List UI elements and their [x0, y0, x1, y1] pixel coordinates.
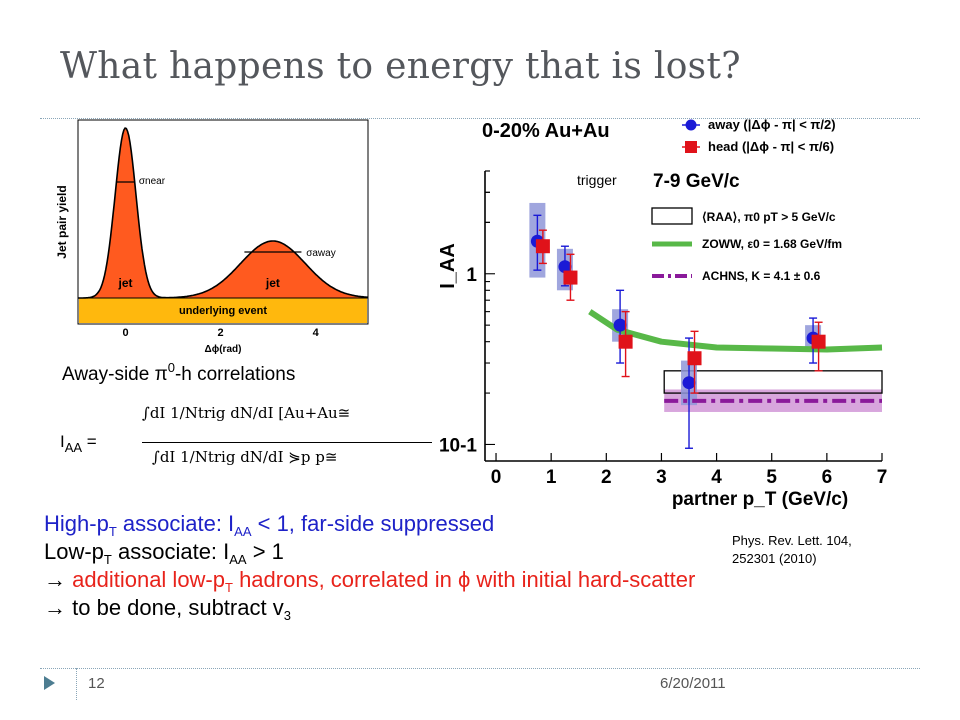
summary-line-1: High-pT associate: IAA < 1, far-side sup…	[44, 511, 495, 539]
legend-head-marker	[685, 141, 697, 153]
plot-x-tick-label: 1	[546, 467, 557, 488]
legend-raa-box	[651, 207, 693, 225]
schematic-caption: Away-side π0-h correlations	[62, 360, 296, 385]
formula-denominator: ∫dI 1/Ntrig dN/dI ⋟p p≅	[152, 448, 338, 466]
plot-x-tick-label: 5	[766, 467, 777, 488]
summary-line-2: Low-pT associate: IAA > 1	[44, 539, 284, 567]
title-divider	[40, 118, 920, 119]
away-point	[682, 376, 696, 390]
slide-date: 6/20/2011	[660, 675, 726, 692]
plot-x-axis-label: partner p_T (GeV/c)	[672, 489, 848, 510]
plot-y-axis-label: I_AA	[437, 243, 459, 289]
legend-achns-label: ACHNS, K = 4.1 ± 0.6	[702, 269, 821, 283]
plot-y-tick-label: 1	[466, 265, 477, 286]
away-jet-label: jet	[265, 276, 280, 290]
iaa-formula: IAA = ∫dI 1/Ntrig dN/dI [Au+Au≅ ∫dI 1/Nt…	[60, 404, 432, 484]
plot-x-tick-label: 2	[601, 467, 612, 488]
head-point	[563, 270, 578, 285]
head-point	[687, 351, 702, 366]
plot-x-tick-label: 7	[877, 467, 888, 488]
zoww-curve	[588, 309, 883, 353]
reference-line-1: Phys. Rev. Lett. 104,	[732, 533, 852, 548]
plot-y-tick-label: 10-1	[439, 435, 477, 456]
formula-numerator: ∫dI 1/Ntrig dN/dI [Au+Au≅	[142, 404, 351, 422]
underlying-event-band	[79, 298, 367, 323]
away-width-label: σaway	[306, 248, 336, 259]
trigger-label: trigger	[577, 172, 617, 188]
reference-line-2: 252301 (2010)	[732, 551, 817, 566]
near-jet-label: jet	[118, 276, 133, 290]
summary-line-3: → additional low-pT hadrons, correlated …	[44, 567, 696, 595]
jet-peaks-area	[78, 128, 368, 298]
schematic-x-tick-label: 4	[313, 327, 320, 339]
schematic-x-tick-label: 2	[218, 327, 224, 339]
achns-band	[664, 389, 882, 412]
schematic-x-tick-label: 0	[122, 327, 128, 339]
reference: Phys. Rev. Lett. 104, 252301 (2010)	[732, 532, 922, 568]
trigger-range: 7-9 GeV/c	[653, 171, 740, 192]
head-point	[618, 334, 633, 349]
plot-x-tick-label: 0	[491, 467, 502, 488]
legend-zoww-label: ZOWW, ε0 = 1.68 GeV/fm	[702, 237, 842, 251]
slide-number: 12	[88, 675, 105, 692]
head-point	[535, 239, 550, 254]
plot-x-tick-label: 6	[822, 467, 833, 488]
jet-yield-curve	[78, 127, 368, 299]
formula-lhs: IAA =	[60, 432, 97, 455]
plot-x-tick-label: 4	[711, 467, 722, 488]
schematic-y-axis-label: Jet pair yield	[55, 185, 69, 258]
legend-away-marker	[685, 119, 697, 131]
legend-raa-label: ⟨RAA⟩, π0 pT > 5 GeV/c	[702, 210, 836, 224]
schematic-x-axis-label: Δϕ(rad)	[205, 344, 242, 355]
jet-pair-yield-schematic: σnear σaway jet jet underlying event 0 2 4 Δϕ(ra…	[55, 119, 369, 355]
summary-lines: High-pT associate: IAA < 1, far-side sup…	[44, 510, 696, 623]
head-point	[811, 334, 826, 349]
footer-divider	[40, 668, 920, 669]
slide-title: What happens to energy that is lost?	[60, 46, 741, 87]
footer-bullet-icon	[44, 676, 55, 690]
summary-line-4: → to be done, subtract v3	[44, 595, 291, 623]
footer-separator	[76, 668, 77, 700]
legend-head-label: head (|Δϕ - π| < π/6)	[708, 139, 834, 154]
iaa-plot: 0-20% Au+Au 7-9 GeV/c 0 1 2 3 4 5 6 7 10-1 1 I_AApar…	[437, 117, 888, 510]
legend-away-label: away (|Δϕ - π| < π/2)	[708, 117, 836, 132]
away-point	[558, 260, 572, 274]
plot-title: 0-20% Au+Au	[482, 120, 610, 142]
near-width-label: σnear	[139, 176, 166, 187]
plot-x-tick-label: 3	[656, 467, 667, 488]
underlying-event-label: underlying event	[179, 305, 267, 317]
fraction-bar	[142, 442, 432, 443]
away-point	[613, 318, 627, 332]
raa-box	[663, 370, 883, 394]
